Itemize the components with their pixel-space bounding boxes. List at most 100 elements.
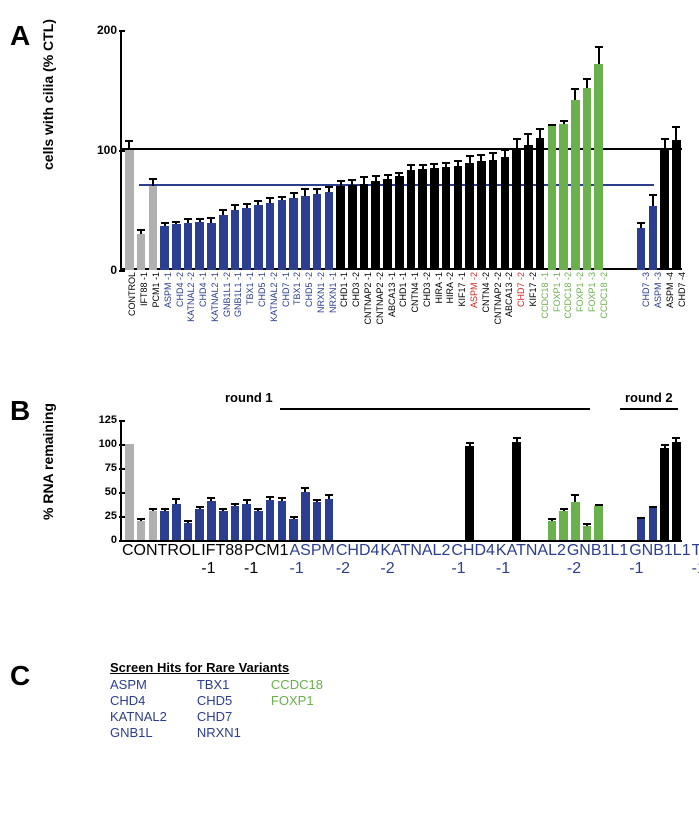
bar-slot bbox=[323, 30, 334, 270]
bar-slot bbox=[124, 30, 135, 270]
bar-slot bbox=[453, 30, 464, 270]
figure: A cells with cilia (% CTL) 0100200 CONTR… bbox=[20, 20, 680, 740]
bar-slot bbox=[241, 420, 252, 540]
screen-hit: CHD4 bbox=[110, 693, 167, 708]
bar-slot bbox=[382, 30, 393, 270]
bar-slot bbox=[171, 420, 182, 540]
x-label: ASPM -1 bbox=[289, 542, 334, 578]
screen-hit: NRXN1 bbox=[197, 725, 241, 740]
bar-slot bbox=[417, 420, 428, 540]
bar-slot bbox=[406, 420, 417, 540]
bar-slot bbox=[546, 420, 557, 540]
bar-slot bbox=[370, 30, 381, 270]
bar-slot bbox=[476, 420, 487, 540]
screen-hit: CHD5 bbox=[197, 693, 241, 708]
bar-slot bbox=[453, 420, 464, 540]
bar-slot bbox=[277, 30, 288, 270]
bar-slot bbox=[230, 30, 241, 270]
screen-hit: ASPM bbox=[110, 677, 167, 692]
bar-slot bbox=[253, 420, 264, 540]
bar-slot bbox=[277, 420, 288, 540]
bar-slot bbox=[500, 420, 511, 540]
bar-slot bbox=[406, 30, 417, 270]
screen-hit: CCDC18 bbox=[271, 677, 323, 692]
bar-slot bbox=[206, 30, 217, 270]
bar-slot bbox=[558, 420, 569, 540]
bar-slot bbox=[671, 420, 682, 540]
bar-slot bbox=[500, 30, 511, 270]
bar-slot bbox=[659, 30, 670, 270]
bar-slot bbox=[147, 420, 158, 540]
round1-line bbox=[280, 408, 590, 410]
bar-slot bbox=[300, 420, 311, 540]
bar-slot bbox=[417, 30, 428, 270]
bar-slot bbox=[335, 30, 346, 270]
bar-slot bbox=[511, 420, 522, 540]
x-label: IFT88 -1 bbox=[201, 542, 243, 578]
bar-slot bbox=[136, 30, 147, 270]
bar-slot bbox=[323, 420, 334, 540]
x-label: GNB1L1 -1 bbox=[629, 542, 690, 578]
bar-slot bbox=[605, 30, 616, 270]
chart-b-ylabel: % RNA remaining bbox=[40, 403, 56, 520]
bar-slot bbox=[370, 420, 381, 540]
chart-b: % RNA remaining round 1 round 2 02550751… bbox=[60, 390, 680, 650]
bar-slot bbox=[206, 420, 217, 540]
bar-slot bbox=[288, 30, 299, 270]
bar-slot bbox=[147, 30, 158, 270]
bar-slot bbox=[382, 420, 393, 540]
bar-slot bbox=[648, 420, 659, 540]
panel-c: Screen Hits for Rare Variants ASPMCHD4KA… bbox=[110, 660, 680, 740]
panel-c-label: C bbox=[10, 660, 30, 692]
x-label: KATNAL2 -2 bbox=[380, 542, 450, 578]
x-label: CHD4 -2 bbox=[336, 542, 380, 578]
bar-slot bbox=[359, 30, 370, 270]
bar-slot bbox=[312, 30, 323, 270]
bar-slot bbox=[570, 30, 581, 270]
bar-slot bbox=[159, 420, 170, 540]
x-label: PCM1 -1 bbox=[244, 542, 288, 578]
bar-slot bbox=[335, 420, 346, 540]
bar-slot bbox=[159, 30, 170, 270]
bar-slot bbox=[359, 420, 370, 540]
round2-line bbox=[620, 408, 678, 410]
bar-slot bbox=[605, 420, 616, 540]
bar-slot bbox=[218, 30, 229, 270]
bar-slot bbox=[429, 30, 440, 270]
chart-a-ylabel: cells with cilia (% CTL) bbox=[40, 19, 56, 170]
screen-hit: CHD7 bbox=[197, 709, 241, 724]
bar-slot bbox=[535, 420, 546, 540]
x-label: GNB1L1 -2 bbox=[567, 542, 628, 578]
bar-slot bbox=[347, 420, 358, 540]
bar-slot bbox=[288, 420, 299, 540]
bar-slot bbox=[488, 30, 499, 270]
bar-slot bbox=[582, 30, 593, 270]
bar-slot bbox=[429, 420, 440, 540]
bar-slot bbox=[171, 30, 182, 270]
panel-c-title: Screen Hits for Rare Variants bbox=[110, 660, 680, 675]
bar-slot bbox=[546, 30, 557, 270]
bar-slot bbox=[394, 30, 405, 270]
bar-slot bbox=[671, 30, 682, 270]
chart-a: cells with cilia (% CTL) 0100200 CONTROL… bbox=[60, 20, 680, 380]
bar-slot bbox=[441, 420, 452, 540]
bar-slot bbox=[558, 30, 569, 270]
bar-slot bbox=[636, 420, 647, 540]
x-label: CHD7 -4 bbox=[677, 272, 687, 307]
bar-slot bbox=[636, 30, 647, 270]
bar-slot bbox=[582, 420, 593, 540]
bar-slot bbox=[464, 420, 475, 540]
bar-slot bbox=[394, 420, 405, 540]
bar-slot bbox=[659, 420, 670, 540]
round2-label: round 2 bbox=[625, 390, 673, 405]
bar-slot bbox=[464, 30, 475, 270]
bar-slot bbox=[511, 30, 522, 270]
bar-slot bbox=[593, 420, 604, 540]
panel-a-label: A bbox=[10, 20, 30, 52]
bar-slot bbox=[535, 30, 546, 270]
bar-slot bbox=[253, 30, 264, 270]
bar-slot bbox=[441, 30, 452, 270]
bar-slot bbox=[488, 420, 499, 540]
bar-slot bbox=[265, 420, 276, 540]
bar-slot bbox=[183, 30, 194, 270]
